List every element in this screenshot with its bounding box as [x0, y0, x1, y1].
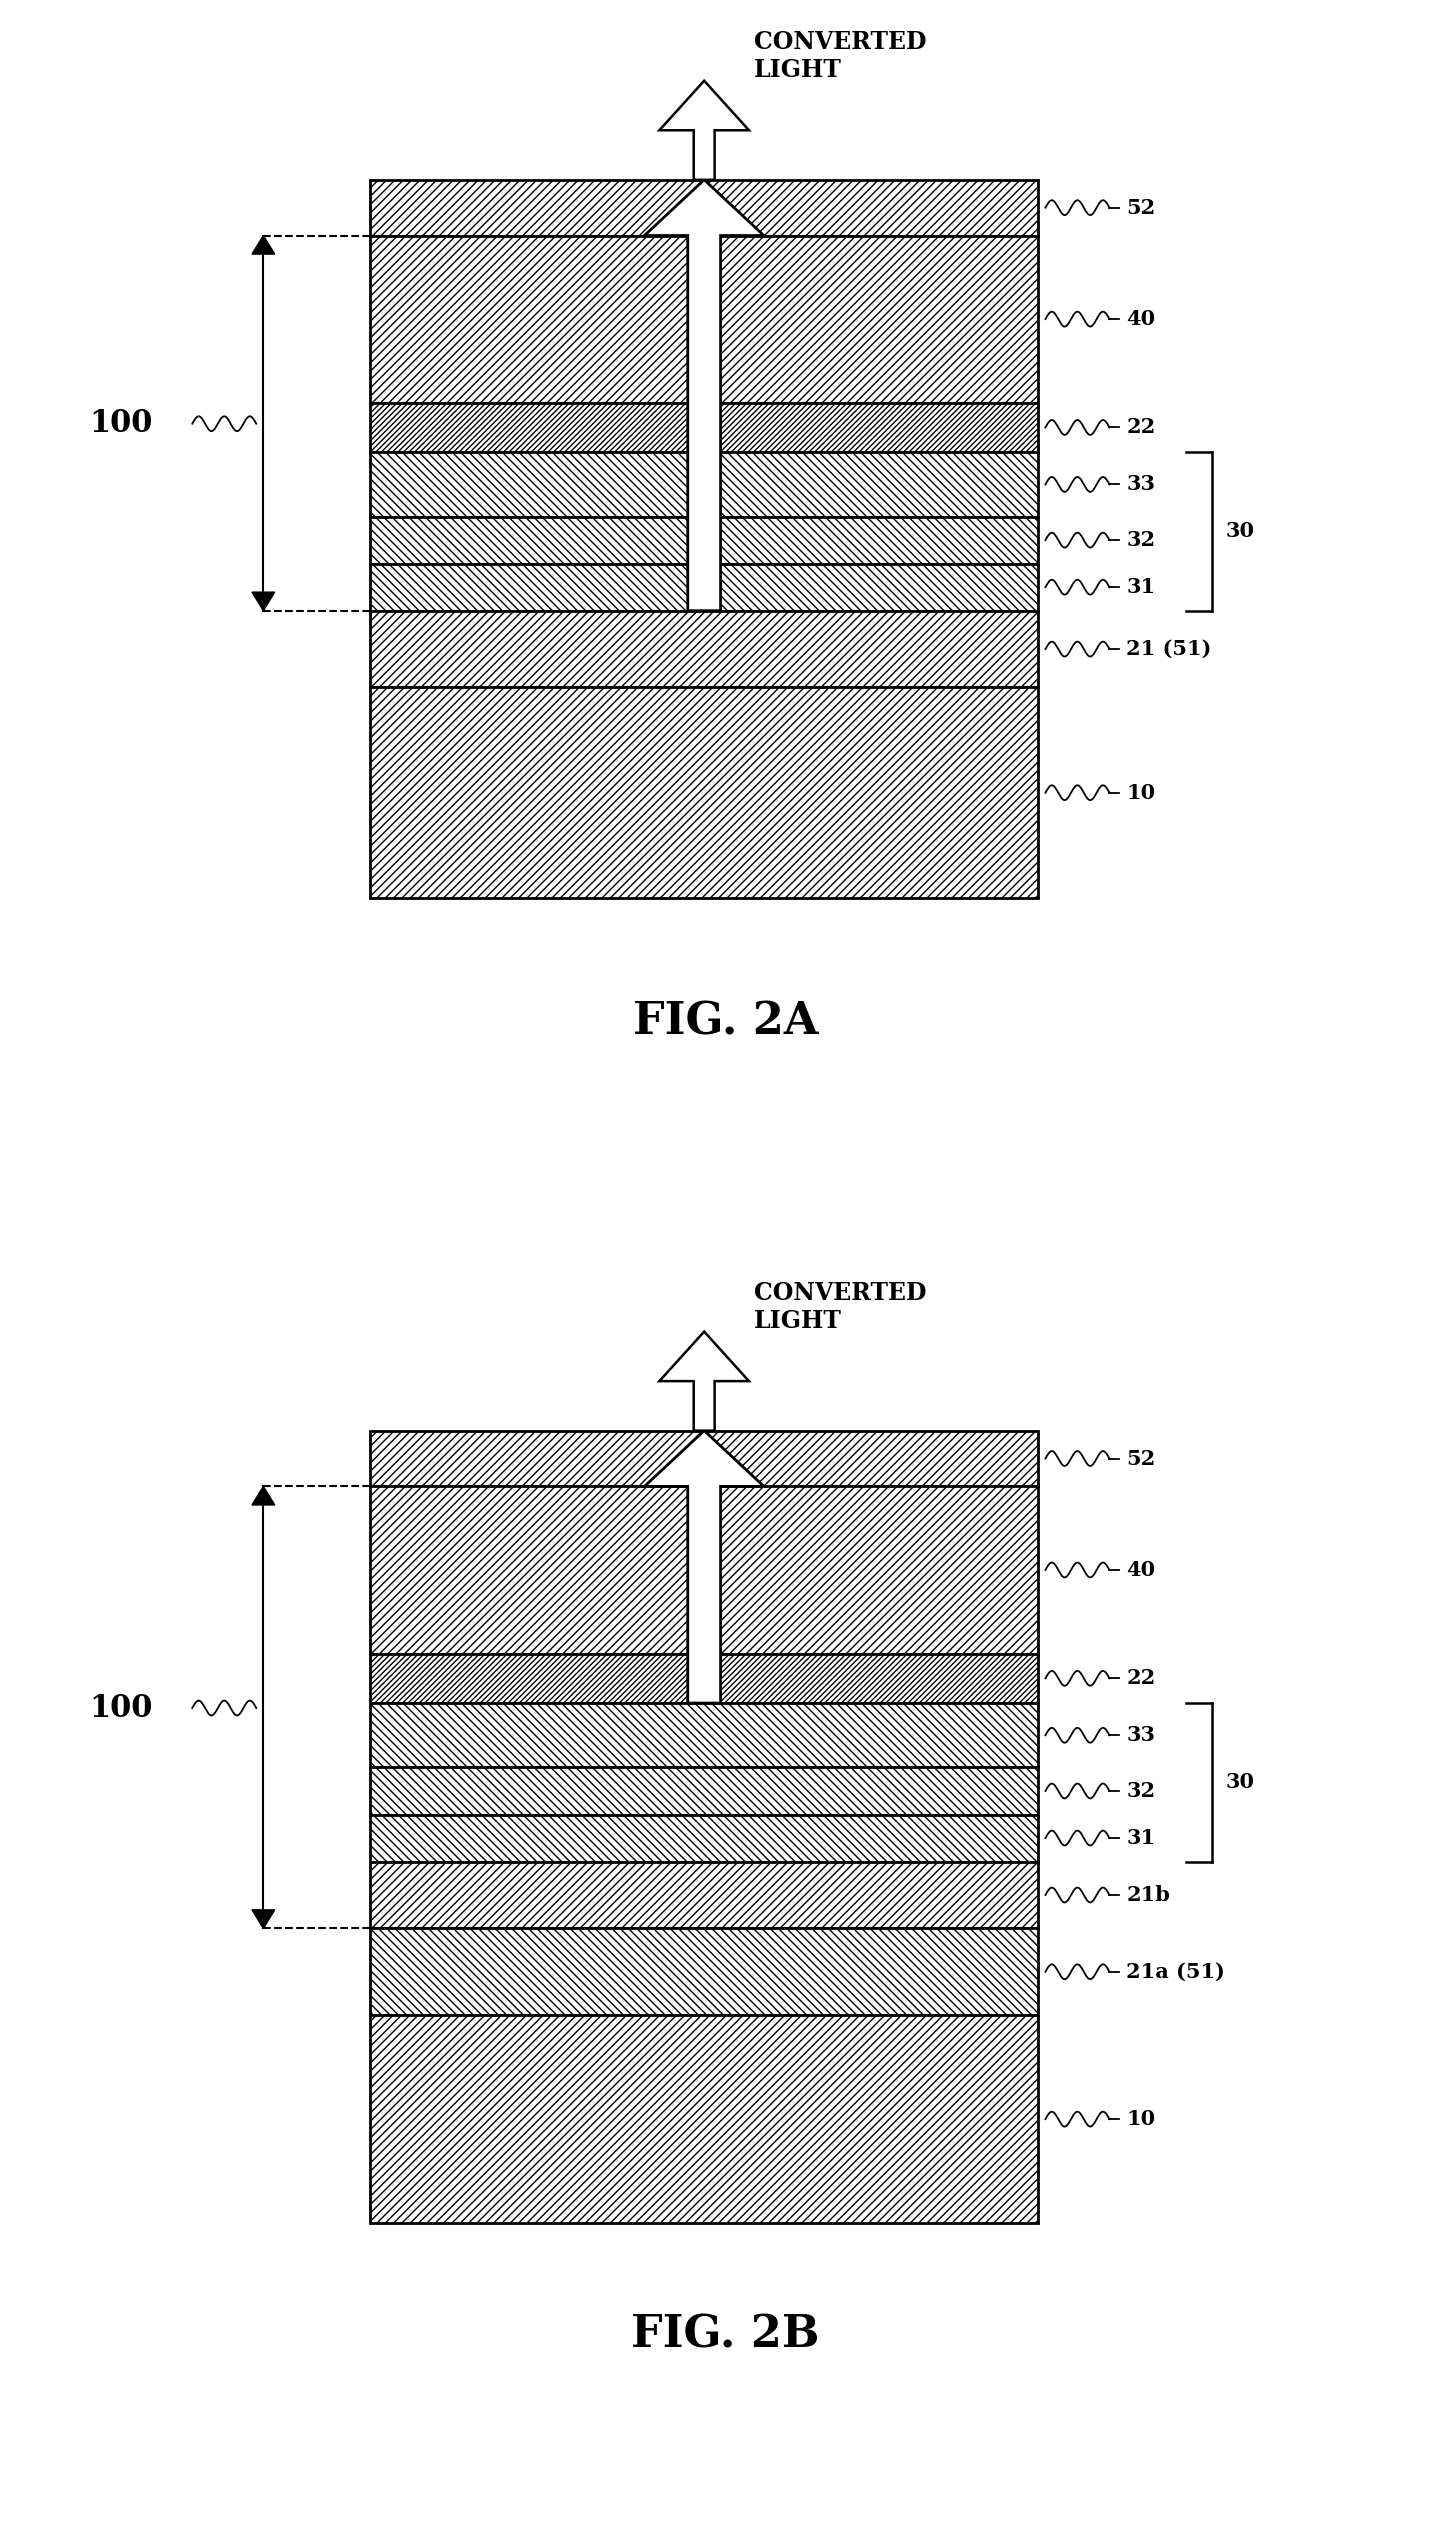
- Text: 52: 52: [1126, 1448, 1156, 1468]
- Text: 21 (51): 21 (51): [1126, 639, 1212, 660]
- Polygon shape: [252, 591, 274, 612]
- Bar: [370, 1703, 1039, 1766]
- Bar: [370, 452, 1039, 516]
- Bar: [370, 1814, 1039, 1862]
- Bar: [370, 1928, 1039, 2014]
- Bar: [370, 2014, 1039, 2224]
- Bar: [370, 564, 1039, 612]
- Text: 52: 52: [1126, 197, 1156, 217]
- Polygon shape: [659, 81, 749, 179]
- Text: FIG. 2A: FIG. 2A: [633, 1001, 818, 1044]
- Bar: [370, 1766, 1039, 1814]
- Text: 100: 100: [90, 409, 152, 440]
- Text: 10: 10: [1126, 783, 1155, 804]
- Text: 22: 22: [1126, 1668, 1156, 1688]
- Text: 31: 31: [1126, 576, 1155, 596]
- Text: 31: 31: [1126, 1827, 1155, 1847]
- Text: 30: 30: [1226, 1771, 1255, 1792]
- Bar: [370, 1486, 1039, 1653]
- Text: 21b: 21b: [1126, 1885, 1171, 1905]
- Text: 33: 33: [1126, 1726, 1155, 1746]
- Text: 22: 22: [1126, 417, 1156, 437]
- Polygon shape: [252, 1486, 274, 1506]
- Bar: [370, 402, 1039, 452]
- Polygon shape: [659, 1332, 749, 1430]
- Text: CONVERTED
LIGHT: CONVERTED LIGHT: [755, 1281, 926, 1332]
- Text: 21a (51): 21a (51): [1126, 1961, 1226, 1981]
- Text: 10: 10: [1126, 2110, 1155, 2130]
- Bar: [370, 1862, 1039, 1928]
- Bar: [370, 687, 1039, 897]
- Polygon shape: [252, 1910, 274, 1928]
- Text: CONVERTED
LIGHT: CONVERTED LIGHT: [755, 30, 926, 81]
- Text: 33: 33: [1126, 475, 1155, 495]
- Text: 40: 40: [1126, 1559, 1155, 1579]
- Polygon shape: [644, 179, 763, 612]
- Text: 30: 30: [1226, 521, 1255, 541]
- Polygon shape: [644, 1430, 763, 1703]
- Bar: [370, 1430, 1039, 1486]
- Bar: [370, 516, 1039, 564]
- Bar: [370, 235, 1039, 402]
- Bar: [370, 1653, 1039, 1703]
- Bar: [370, 612, 1039, 687]
- Bar: [370, 179, 1039, 235]
- Text: FIG. 2B: FIG. 2B: [631, 2312, 820, 2355]
- Text: 32: 32: [1126, 531, 1155, 551]
- Text: 40: 40: [1126, 308, 1155, 329]
- Text: 32: 32: [1126, 1782, 1155, 1802]
- Text: 100: 100: [90, 1693, 152, 1723]
- Polygon shape: [252, 235, 274, 255]
